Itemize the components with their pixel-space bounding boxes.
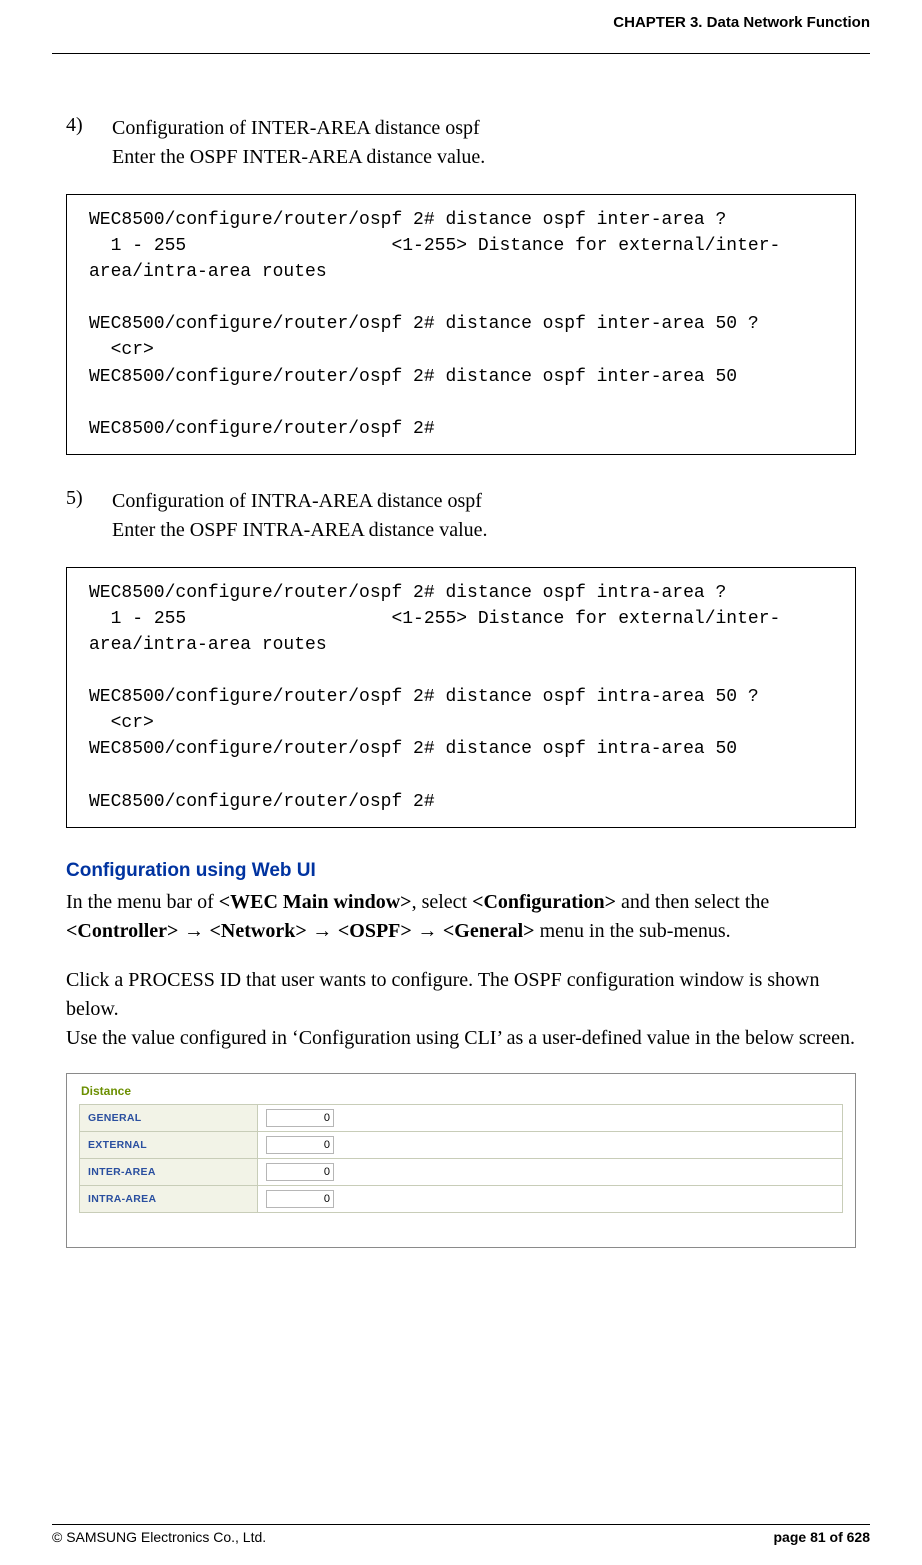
step-number: 5) [66, 487, 112, 545]
table-row: EXTERNAL [80, 1131, 843, 1158]
text-bold: <WEC Main window> [219, 891, 412, 913]
text-bold: <Configuration> [472, 891, 616, 913]
page-footer: © SAMSUNG Electronics Co., Ltd. page 81 … [52, 1524, 870, 1545]
row-label: INTRA-AREA [80, 1185, 258, 1212]
row-value-cell [258, 1131, 843, 1158]
row-value-cell [258, 1104, 843, 1131]
webui-paragraph-3: Use the value configured in ‘Configurati… [66, 1024, 856, 1053]
row-value-cell [258, 1158, 843, 1185]
arrow-icon: → [307, 920, 338, 942]
code-block-2: WEC8500/configure/router/ospf 2# distanc… [66, 567, 856, 828]
text: and then select the [616, 891, 769, 913]
text: In the menu bar of [66, 891, 219, 913]
page-number: page 81 of 628 [774, 1529, 871, 1545]
text: , select [412, 891, 473, 913]
webui-paragraph-2: Click a PROCESS ID that user wants to co… [66, 966, 856, 1024]
arrow-icon: → [412, 920, 443, 942]
row-label: GENERAL [80, 1104, 258, 1131]
copyright-text: © SAMSUNG Electronics Co., Ltd. [52, 1529, 266, 1545]
step-number: 4) [66, 114, 112, 172]
step-desc: Enter the OSPF INTRA-AREA distance value… [112, 516, 856, 545]
step-desc: Enter the OSPF INTER-AREA distance value… [112, 143, 856, 172]
text-bold: <General> [443, 920, 535, 942]
intra-area-input[interactable] [266, 1190, 334, 1208]
table-row: INTER-AREA [80, 1158, 843, 1185]
step-title: Configuration of INTRA-AREA distance osp… [112, 487, 856, 516]
webui-paragraph-1: In the menu bar of <WEC Main window>, se… [66, 888, 856, 946]
table-row: INTRA-AREA [80, 1185, 843, 1212]
code-block-1: WEC8500/configure/router/ospf 2# distanc… [66, 194, 856, 455]
general-input[interactable] [266, 1109, 334, 1127]
step-5: 5) Configuration of INTRA-AREA distance … [66, 487, 856, 545]
distance-panel: Distance GENERAL EXTERNAL INTER-AREA [66, 1073, 856, 1248]
row-label: EXTERNAL [80, 1131, 258, 1158]
distance-table: GENERAL EXTERNAL INTER-AREA [79, 1104, 843, 1213]
text-bold: <Controller> [66, 920, 178, 942]
webui-heading: Configuration using Web UI [66, 860, 856, 882]
step-4: 4) Configuration of INTER-AREA distance … [66, 114, 856, 172]
chapter-header: CHAPTER 3. Data Network Function [52, 14, 870, 31]
text: menu in the sub-menus. [535, 920, 731, 942]
arrow-icon: → [178, 920, 209, 942]
text-bold: <OSPF> [338, 920, 412, 942]
step-title: Configuration of INTER-AREA distance osp… [112, 114, 856, 143]
inter-area-input[interactable] [266, 1163, 334, 1181]
table-row: GENERAL [80, 1104, 843, 1131]
row-value-cell [258, 1185, 843, 1212]
text-bold: <Network> [210, 920, 307, 942]
panel-title: Distance [79, 1084, 843, 1098]
row-label: INTER-AREA [80, 1158, 258, 1185]
external-input[interactable] [266, 1136, 334, 1154]
